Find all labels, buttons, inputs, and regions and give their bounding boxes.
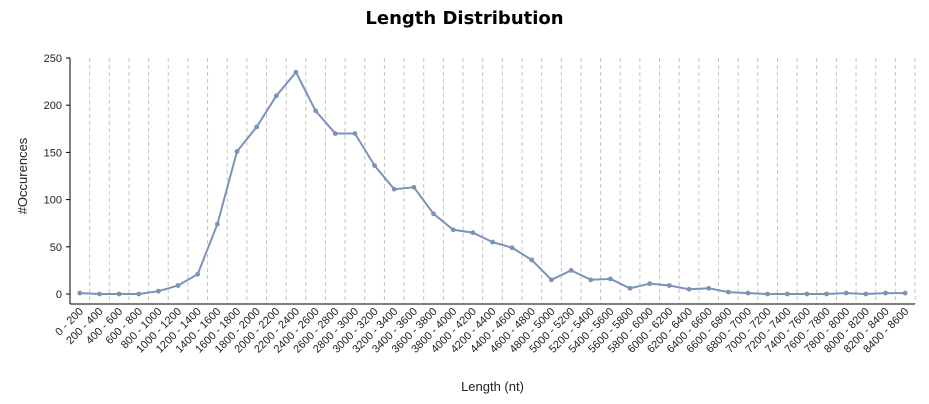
data-point [588, 277, 594, 283]
data-point [352, 131, 358, 136]
data-point [902, 290, 908, 296]
data-point [490, 239, 495, 245]
data-point [863, 291, 869, 297]
data-point [273, 93, 279, 99]
y-tick-label: 150 [44, 147, 62, 159]
data-point [136, 291, 142, 297]
data-point [391, 186, 397, 192]
data-point [372, 163, 377, 169]
data-point [293, 69, 299, 75]
data-point [214, 221, 220, 227]
data-point [431, 211, 436, 217]
data-point [77, 290, 83, 296]
data-point [97, 291, 102, 297]
data-point [411, 184, 417, 190]
axes [69, 58, 915, 305]
data-point [450, 227, 456, 233]
y-tick-label: 250 [44, 53, 62, 65]
series-line [79, 70, 906, 296]
data-point [568, 268, 574, 273]
data-point [883, 290, 888, 296]
x-axis-label: Length (nt) [461, 379, 524, 394]
data-point [745, 290, 751, 296]
y-tick-label: 50 [50, 242, 62, 254]
data-point [549, 277, 554, 283]
data-point [175, 283, 181, 288]
data-point [608, 276, 613, 282]
data-point [156, 288, 161, 294]
y-tick-label: 200 [44, 100, 62, 112]
y-axis-label: #Occurences [15, 137, 30, 214]
data-point [332, 131, 338, 136]
data-point [784, 291, 790, 297]
chart-title: Length Distribution [365, 8, 564, 29]
data-point [627, 285, 633, 291]
data-points [77, 69, 908, 297]
data-point [470, 230, 476, 236]
data-point [509, 245, 515, 251]
data-point [116, 291, 122, 297]
data-point [686, 286, 692, 292]
data-point [254, 124, 260, 130]
y-tick-label: 100 [44, 195, 62, 207]
data-point [647, 281, 653, 287]
data-point [765, 291, 771, 297]
data-point [313, 108, 319, 114]
data-point [706, 285, 712, 291]
gridlines [89, 58, 916, 304]
data-point [234, 149, 240, 154]
data-point [824, 291, 829, 297]
data-point [804, 291, 810, 297]
data-point [843, 290, 849, 296]
data-point [195, 271, 201, 277]
data-point [725, 289, 731, 295]
data-point [666, 283, 672, 288]
y-tick-label: 0 [56, 289, 62, 301]
y-axis-ticks: 0 50 100 150 200 250 [44, 53, 70, 301]
data-point [529, 257, 535, 263]
